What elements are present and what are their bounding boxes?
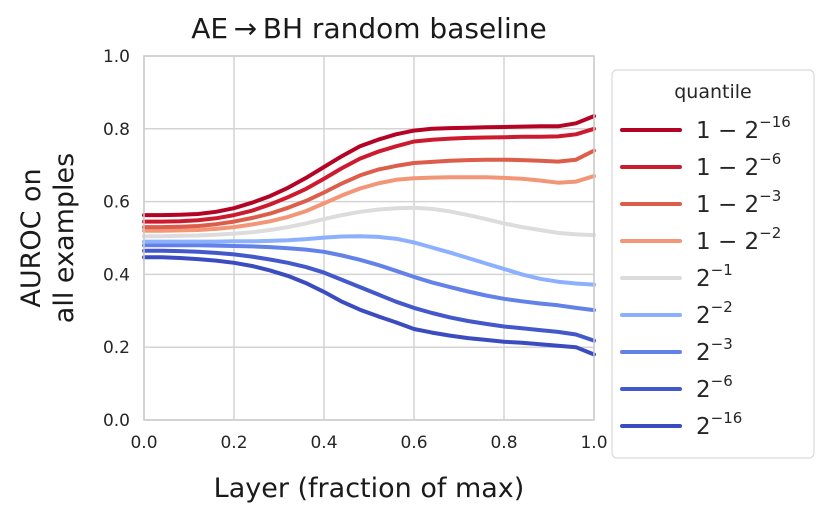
legend-label: 2−1 <box>696 261 733 292</box>
series-line <box>142 205 596 239</box>
series-line <box>142 234 596 287</box>
y-tick-label: 1.0 <box>103 47 130 67</box>
series-lines <box>142 114 596 357</box>
x-tick-labels: 0.0 0.2 0.4 0.6 0.8 1.0 <box>130 433 607 453</box>
x-axis-label: Layer (fraction of max) <box>214 473 525 504</box>
series-line <box>142 248 596 343</box>
legend-label: 1 − 2−3 <box>696 187 781 218</box>
y-tick-label: 0.4 <box>103 265 130 285</box>
y-axis-label-line1: AUROC on <box>16 168 47 307</box>
legend-label: 2−2 <box>696 298 733 329</box>
series-line <box>142 126 596 224</box>
legend-label: 2−16 <box>696 409 742 440</box>
series-line <box>142 255 596 357</box>
series-line <box>142 114 596 218</box>
x-tick-label: 0.0 <box>130 433 157 453</box>
legend-label: 1 − 2−2 <box>696 224 781 255</box>
y-tick-label: 0.6 <box>103 193 130 213</box>
y-tick-label: 0.8 <box>103 120 130 140</box>
legend: quantile 1 − 2−16 1 − 2−6 1 − 2−3 1 − 2−2 2−… <box>611 69 815 459</box>
y-tick-label: 0.0 <box>103 411 130 431</box>
series-line <box>142 243 596 313</box>
legend-label: 2−6 <box>696 372 733 403</box>
legend-title: quantile <box>674 81 751 103</box>
legend-label: 1 − 2−16 <box>696 113 791 144</box>
x-tick-label: 1.0 <box>580 433 607 453</box>
x-tick-label: 0.6 <box>400 433 427 453</box>
chart-title: AE → BH random baseline <box>191 12 546 45</box>
series-line <box>142 148 596 230</box>
plot-frame <box>143 55 595 421</box>
y-tick-label: 0.2 <box>103 338 130 358</box>
y-axis-label-line2: all examples <box>49 153 80 323</box>
y-tick-labels: 0.0 0.2 0.4 0.6 0.8 1.0 <box>103 47 130 431</box>
series-line <box>142 174 596 233</box>
x-tick-label: 0.2 <box>220 433 247 453</box>
legend-label: 1 − 2−6 <box>696 150 781 181</box>
x-tick-label: 0.8 <box>490 433 517 453</box>
x-tick-label: 0.4 <box>310 433 337 453</box>
legend-label: 2−3 <box>696 335 733 366</box>
